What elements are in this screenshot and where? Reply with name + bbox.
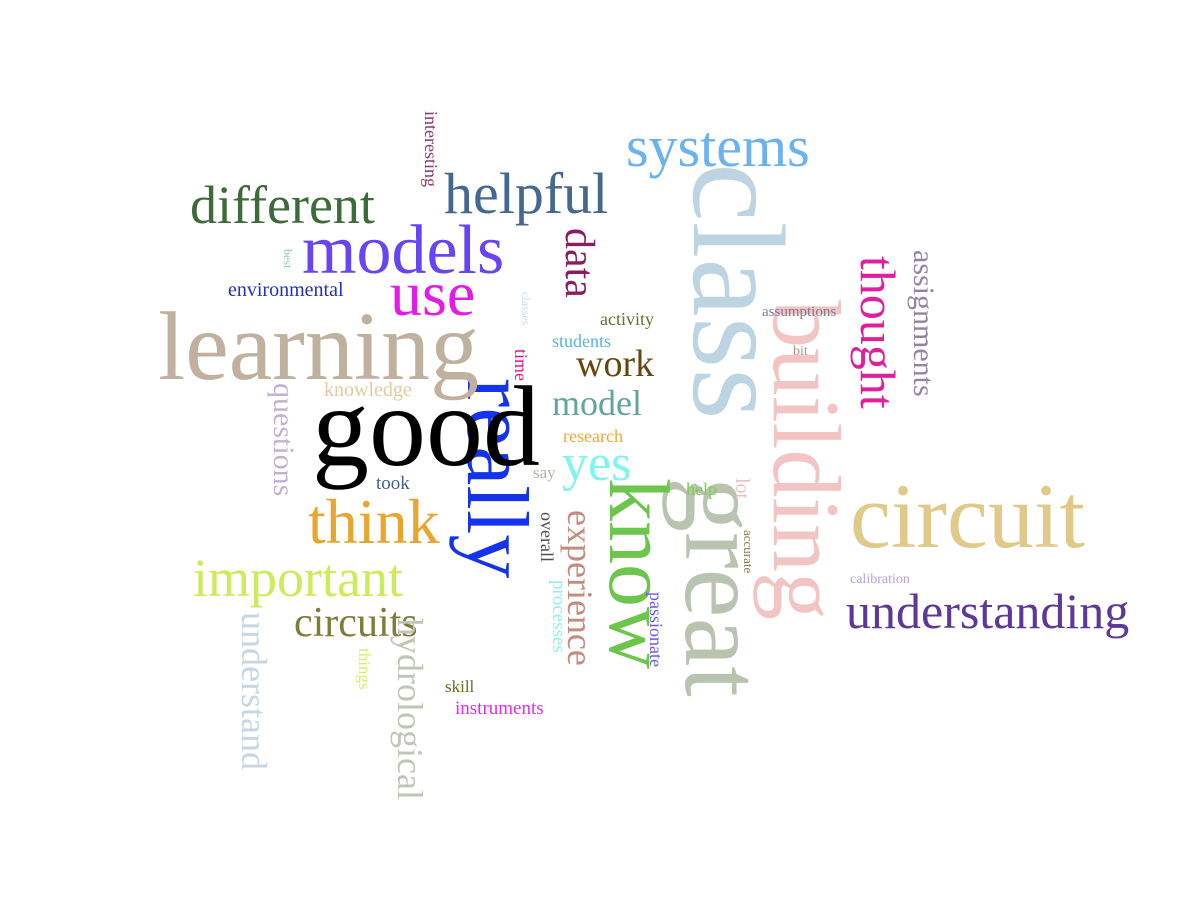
word-calibration: calibration (850, 572, 910, 587)
word-different: different (190, 175, 375, 235)
word-accurate: accurate (741, 530, 756, 574)
word-thought: thought (850, 256, 906, 409)
word-questions: questions (267, 383, 300, 497)
word-things: things (355, 648, 374, 690)
word-skill: skill (445, 677, 475, 696)
word-think: think (308, 486, 440, 557)
word-passionate: passionate (646, 592, 666, 667)
word-students: students (552, 331, 612, 351)
word-assignments: assignments (907, 250, 940, 397)
word-know: know (591, 478, 687, 670)
word-important: important (193, 548, 403, 608)
word-learning: learning (158, 293, 480, 401)
word-overall: overall (537, 512, 557, 562)
word-helpful: helpful (444, 161, 609, 226)
word-systems: systems (626, 114, 810, 179)
word-interesting: interesting (421, 111, 441, 187)
word-model: model (552, 383, 642, 423)
word-took: took (376, 473, 410, 494)
word-models: models (302, 212, 505, 289)
word-help: help (686, 479, 717, 499)
word-bit: bit (793, 344, 808, 359)
word-yes: yes (562, 435, 632, 492)
word-lot: lot (731, 478, 753, 500)
word-say: say (533, 463, 556, 482)
word-knowledge: knowledge (324, 379, 412, 401)
word-instruments: instruments (455, 698, 544, 719)
word-time: time (511, 349, 531, 381)
word-research: research (563, 426, 623, 446)
word-best: best (281, 249, 295, 269)
word-environmental: environmental (228, 279, 344, 301)
word-data: data (556, 228, 602, 298)
word-assumptions: assumptions (762, 304, 837, 320)
word-activity: activity (600, 309, 654, 329)
word-use: use (390, 258, 476, 329)
word-good: good (312, 363, 540, 490)
word-circuits: circuits (294, 600, 418, 646)
word-circuit: circuit (850, 465, 1085, 567)
word-understanding: understanding (846, 583, 1130, 639)
word-hydrological: hydrological (390, 618, 430, 800)
word-work: work (576, 343, 655, 385)
word-understand: understand (234, 612, 274, 770)
word-processes: processes (548, 580, 569, 653)
word-classes: classes (519, 292, 533, 326)
